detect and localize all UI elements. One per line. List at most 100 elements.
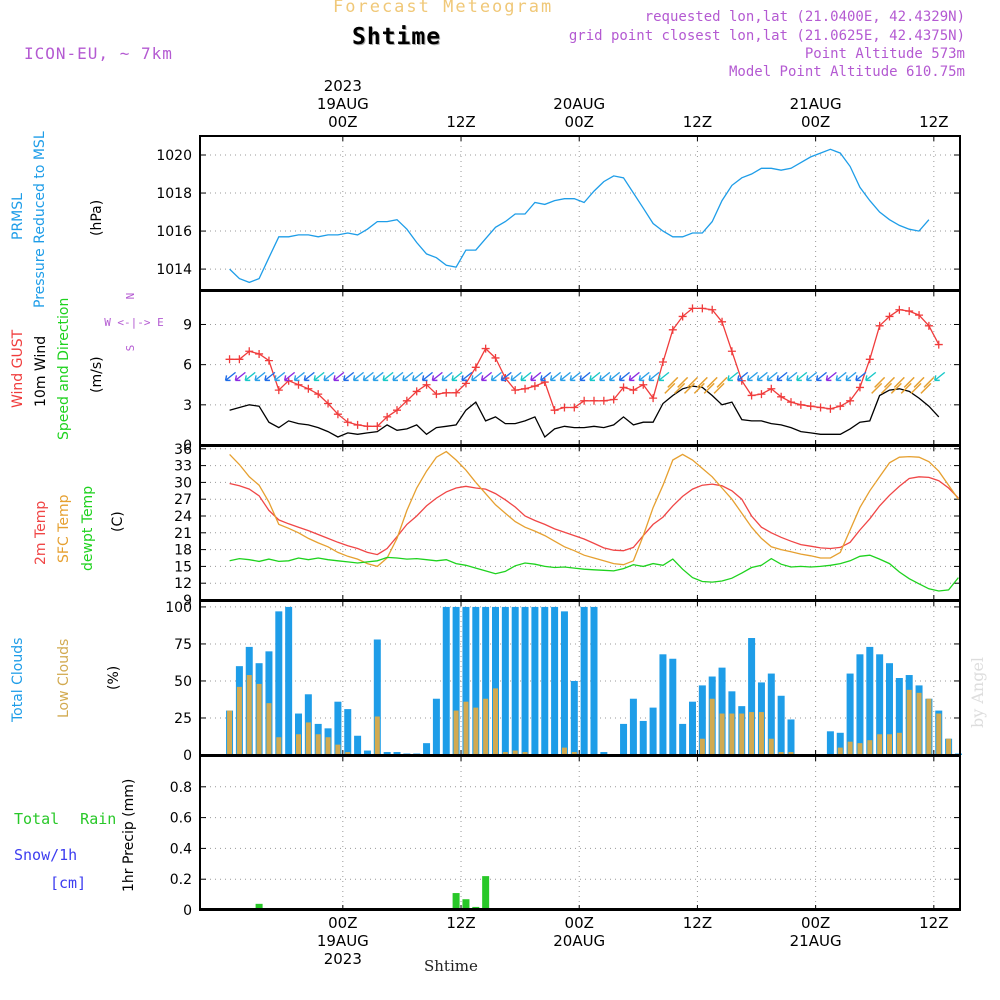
gust-marker xyxy=(678,312,687,321)
bar-low-clouds xyxy=(778,752,784,755)
wind-arrow xyxy=(883,376,896,388)
wind-arrow xyxy=(677,376,689,388)
wind-arrow xyxy=(686,376,699,388)
gust-marker xyxy=(422,380,431,389)
wind-arrow-head xyxy=(264,375,270,382)
wind-arrow-head xyxy=(254,375,261,382)
wind-arrow xyxy=(244,371,256,381)
bar-total-clouds xyxy=(344,709,352,755)
wind-arrow xyxy=(716,376,728,388)
bar-rain xyxy=(462,899,470,910)
wind-arrow xyxy=(363,371,374,381)
wind-arrow xyxy=(693,382,705,394)
wind-arrow xyxy=(664,382,676,394)
wind-arrow-head xyxy=(865,375,871,382)
wind-arrow xyxy=(696,376,708,388)
gust-marker xyxy=(816,403,825,412)
footer-station: Shtime xyxy=(424,957,478,975)
y-tick-label: 0.4 xyxy=(170,841,192,857)
time-label-top: 20AUG xyxy=(553,95,605,113)
bar-total-clouds xyxy=(826,731,834,755)
bar-total-clouds xyxy=(689,701,696,755)
y-tick-label: 33 xyxy=(174,459,192,475)
bar-total-clouds xyxy=(393,752,401,755)
gust-marker xyxy=(255,349,264,358)
time-label-top: 00Z xyxy=(565,113,594,131)
panel-frame xyxy=(199,290,961,446)
wind-arrow xyxy=(920,382,932,394)
series-line-sfc-temp xyxy=(229,450,959,568)
wind-arrow-head xyxy=(441,375,448,382)
gust-marker xyxy=(560,403,569,412)
wind-arrow-head xyxy=(520,375,527,382)
wind-arrow xyxy=(579,371,591,381)
bar-low-clouds xyxy=(749,712,755,755)
wind-arrow-head xyxy=(352,375,359,382)
gust-marker xyxy=(895,305,904,314)
bar-total-clouds xyxy=(895,678,903,755)
wind-arrow-head xyxy=(835,375,842,382)
time-label-bottom: 12Z xyxy=(919,914,948,932)
bar-total-clouds xyxy=(846,673,854,755)
bar-low-clouds xyxy=(788,752,794,755)
bar-low-clouds xyxy=(473,707,479,755)
bar-low-clouds xyxy=(276,737,282,755)
bar-low-clouds xyxy=(867,740,873,755)
bar-total-clouds xyxy=(462,606,470,755)
bar-total-clouds xyxy=(521,606,529,755)
gust-marker xyxy=(629,386,638,395)
wind-arrow-head xyxy=(234,375,241,382)
time-label-top: 12Z xyxy=(919,113,948,131)
panel-frame xyxy=(199,445,961,601)
station-name: Shtime xyxy=(352,24,442,50)
compass-1: W <-|-> E xyxy=(104,316,164,329)
wind-arrow xyxy=(658,371,670,381)
bar-total-clouds xyxy=(659,654,667,755)
wind-arrow-head xyxy=(776,375,783,382)
bar-low-clouds xyxy=(325,737,331,755)
y-tick-label: 36 xyxy=(174,442,192,458)
precip-snow-unit: [cm] xyxy=(50,874,87,892)
y-tick-label: 0 xyxy=(183,748,192,764)
bar-rain xyxy=(452,893,460,910)
gust-marker xyxy=(274,386,283,395)
bar-low-clouds xyxy=(483,698,489,755)
bar-total-clouds xyxy=(748,638,756,755)
gust-marker xyxy=(353,420,362,429)
wind-arrow-head xyxy=(549,375,556,382)
wind-arrow-head xyxy=(569,375,576,382)
bar-low-clouds xyxy=(374,716,380,755)
y-tick-label: 3 xyxy=(183,398,192,414)
bar-low-clouds xyxy=(896,732,902,755)
wind-arrow-head xyxy=(658,375,664,382)
wind-arrow-head xyxy=(599,375,605,382)
wind-arrow-head xyxy=(786,375,792,382)
gust-marker xyxy=(550,406,559,415)
bar-total-clouds xyxy=(472,606,480,755)
bar-low-clouds xyxy=(512,750,518,755)
y-tick-label: 18 xyxy=(174,543,192,559)
gust-marker xyxy=(432,390,441,399)
gust-marker xyxy=(599,396,608,405)
wind-arrow xyxy=(550,371,562,381)
wind-arrow xyxy=(648,371,660,381)
gust-marker xyxy=(875,321,884,330)
bar-low-clouds xyxy=(887,734,892,755)
gust-marker xyxy=(658,357,667,366)
gust-marker xyxy=(264,356,273,365)
bar-low-clouds xyxy=(296,734,301,755)
wind-arrow xyxy=(683,382,696,394)
wind-arrow-head xyxy=(244,375,251,382)
series-line-2m-temp xyxy=(229,476,959,556)
gust-marker xyxy=(649,394,658,403)
wind-arrow xyxy=(845,371,857,381)
precip-rain-label: Total Rain xyxy=(14,810,117,828)
gust-marker xyxy=(373,422,382,431)
bar-total-clouds xyxy=(679,723,687,755)
bar-low-clouds xyxy=(493,688,498,755)
bar-low-clouds xyxy=(877,734,883,755)
bar-total-clouds xyxy=(492,606,499,755)
bar-total-clouds xyxy=(767,673,775,755)
wind-arrow xyxy=(667,376,679,388)
gust-marker xyxy=(806,402,815,411)
